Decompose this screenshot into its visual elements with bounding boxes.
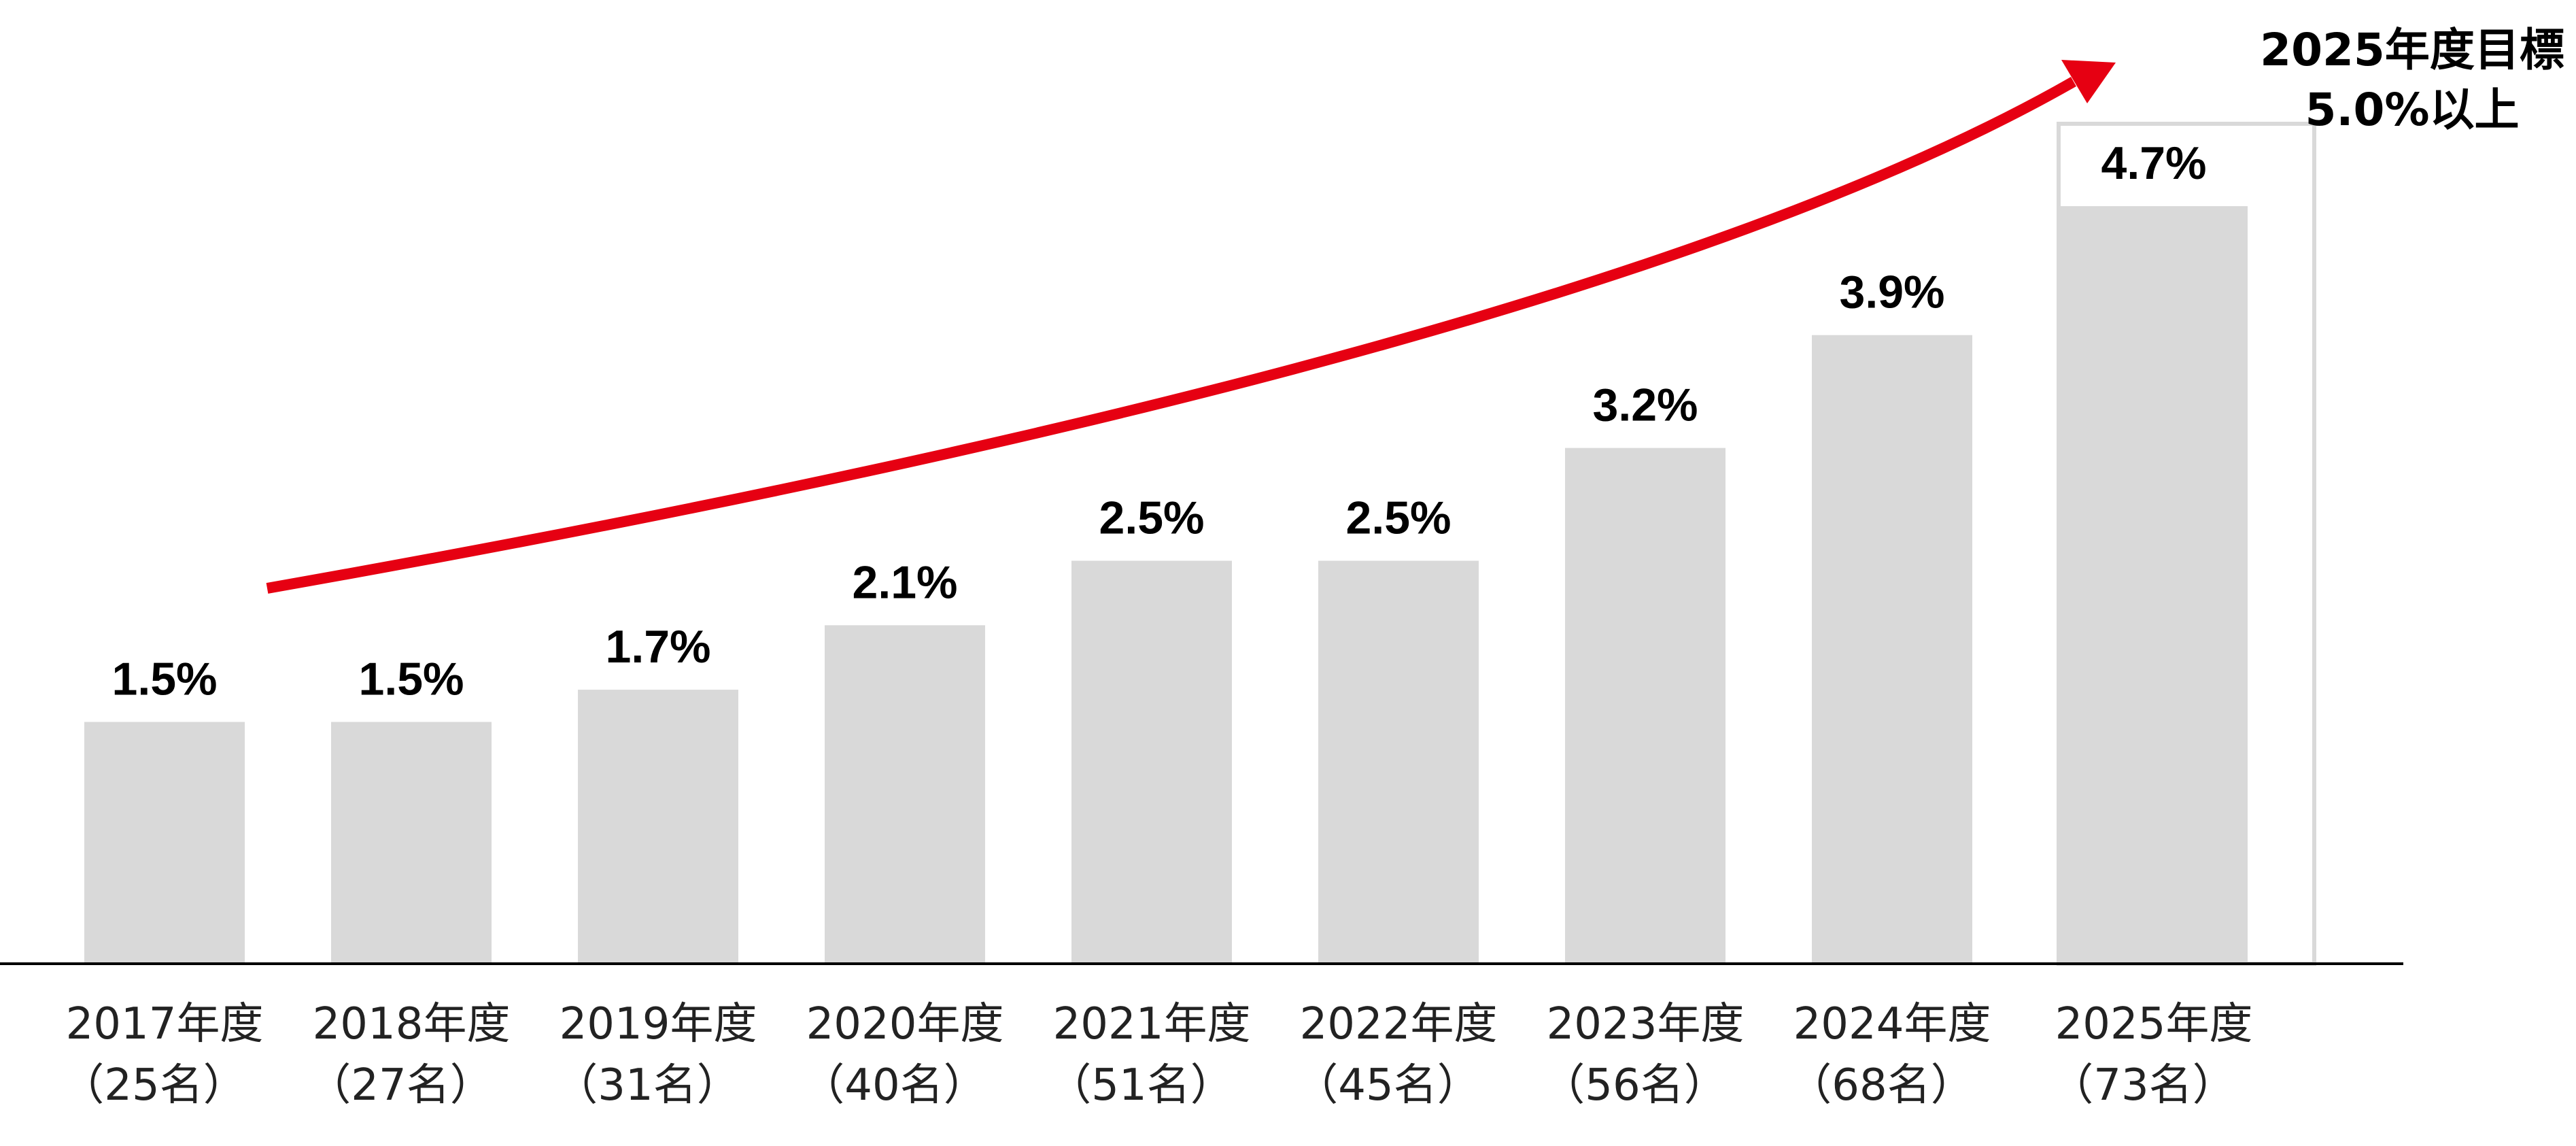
value-label: 2.1%	[853, 556, 958, 608]
value-label: 2.5%	[1099, 492, 1205, 544]
value-label: 3.9%	[1840, 267, 1945, 318]
x-tick-sublabel: （51名）	[1048, 1060, 1233, 1111]
bar-2024年度	[1812, 335, 1972, 964]
value-label: 4.7%	[2101, 137, 2207, 189]
value-label: 1.7%	[606, 621, 711, 673]
x-tick-sublabel: （45名）	[1294, 1060, 1480, 1111]
x-tick-sublabel: （40名）	[801, 1060, 986, 1111]
value-label: 1.5%	[359, 654, 464, 705]
bar-2021年度	[1071, 560, 1232, 964]
bars-layer	[84, 206, 2248, 964]
target-label-line-2: 5.0%以上	[2305, 84, 2519, 136]
x-tick-label: 2017年度	[66, 999, 264, 1049]
labels-layer: 1.5% 2017年度 （25名） 1.5% 2018年度 （27名） 1.7% 2019年度…	[61, 137, 2252, 1111]
x-tick-label: 2021年度	[1053, 999, 1251, 1049]
target-label-line-1: 2025年度目標	[2260, 24, 2564, 76]
x-tick-sublabel: （31名）	[554, 1060, 740, 1111]
x-tick-sublabel: （25名）	[61, 1060, 246, 1111]
value-label: 1.5%	[112, 654, 218, 705]
x-tick-label: 2025年度	[2055, 999, 2253, 1049]
x-tick-label: 2023年度	[1547, 999, 1745, 1049]
x-tick-label: 2020年度	[806, 999, 1004, 1049]
bar-2025年度	[2060, 206, 2248, 964]
bar-2017年度	[84, 722, 245, 964]
x-tick-label: 2019年度	[560, 999, 757, 1049]
x-tick-sublabel: （56名）	[1541, 1060, 1727, 1111]
bar-2019年度	[578, 690, 738, 964]
trend-arrow-head	[2061, 60, 2116, 103]
x-tick-sublabel: （73名）	[2050, 1060, 2235, 1111]
bar-2022年度	[1318, 560, 1479, 964]
bar-2023年度	[1565, 448, 1725, 964]
trend-arrow	[266, 60, 2116, 594]
x-tick-label: 2024年度	[1793, 999, 1991, 1049]
x-tick-label: 2018年度	[313, 999, 511, 1049]
value-label: 3.2%	[1593, 380, 1698, 431]
x-tick-label: 2022年度	[1300, 999, 1498, 1049]
bar-2018年度	[331, 722, 492, 964]
bar-2020年度	[825, 625, 985, 964]
x-tick-sublabel: （27名）	[307, 1060, 493, 1111]
trend-arrow-line	[266, 77, 2076, 594]
value-label: 2.5%	[1346, 492, 1452, 544]
x-tick-sublabel: （68名）	[1788, 1060, 1974, 1111]
